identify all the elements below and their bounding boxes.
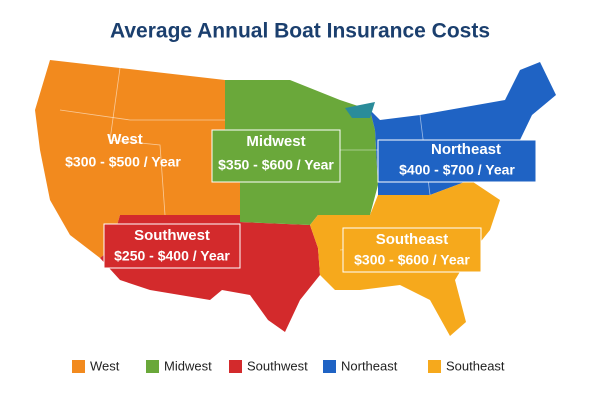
us-map <box>35 60 556 336</box>
region-cost: $350 - $600 / Year <box>218 157 334 173</box>
legend-label: West <box>90 358 120 373</box>
region-cost: $250 - $400 / Year <box>114 248 230 264</box>
region-cost: $400 - $700 / Year <box>399 162 515 178</box>
region-cost: $300 - $600 / Year <box>354 252 470 268</box>
legend-swatch <box>229 360 242 373</box>
legend-label: Midwest <box>164 358 212 373</box>
region-name: West <box>107 131 143 148</box>
region-name: Southeast <box>376 231 449 248</box>
region-cost: $300 - $500 / Year <box>65 154 181 170</box>
state-lines <box>59 109 225 121</box>
labels: West $300 - $500 / Year Midwest $350 - $… <box>65 129 537 273</box>
region-name: Midwest <box>246 133 305 150</box>
legend-swatch <box>72 360 85 373</box>
region-name: Northeast <box>431 141 501 158</box>
title: Average Annual Boat Insurance Costs <box>110 20 490 43</box>
legend-label: Southwest <box>247 358 308 373</box>
state-lines <box>109 67 166 216</box>
legend-swatch <box>323 360 336 373</box>
label-box <box>211 129 341 183</box>
legend: West Midwest Southwest Northeast Southeast <box>72 358 505 373</box>
legend-swatch <box>146 360 159 373</box>
legend-swatch <box>428 360 441 373</box>
label-box <box>377 139 537 183</box>
region-west <box>35 60 240 258</box>
label-box <box>342 227 482 273</box>
legend-label: Northeast <box>341 358 398 373</box>
region-name: Southwest <box>134 227 210 244</box>
legend-label: Southeast <box>446 358 505 373</box>
label-box <box>103 223 241 269</box>
great-lakes <box>345 102 375 118</box>
